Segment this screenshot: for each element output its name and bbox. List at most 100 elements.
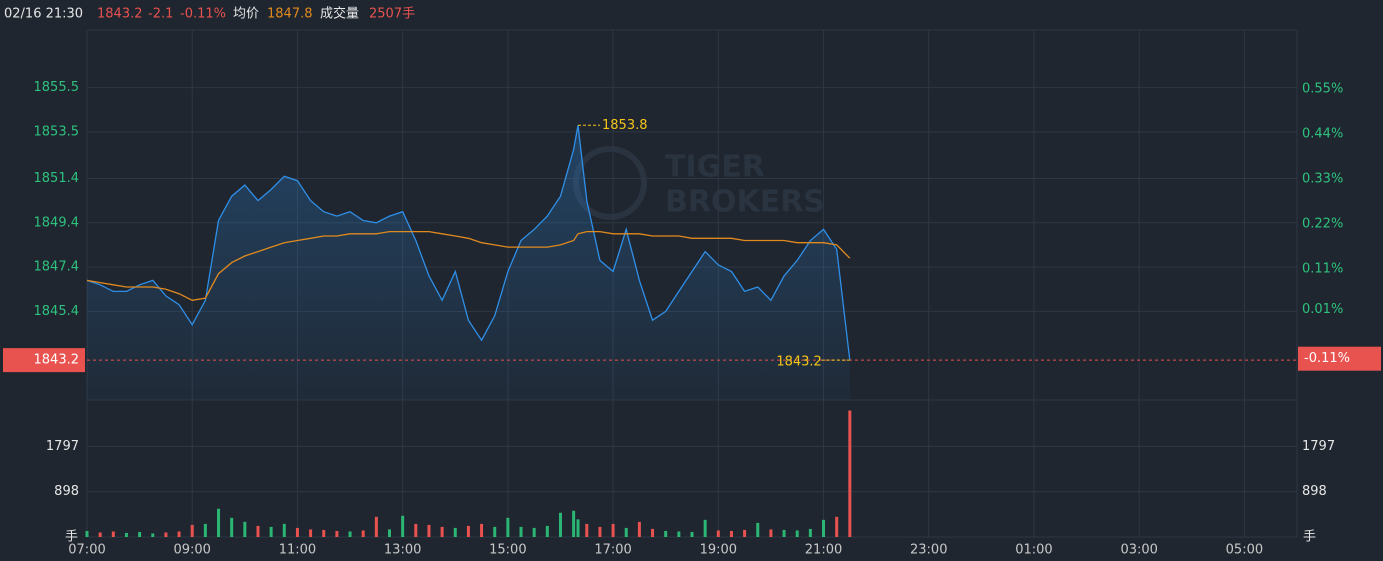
x-tick-label: 21:00 <box>805 543 842 558</box>
volume-bar <box>177 531 181 537</box>
y-tick-label: 1851.4 <box>34 171 80 186</box>
volume-bar <box>795 530 799 537</box>
header-change: -2.1 <box>148 7 173 22</box>
volume-bar <box>651 528 655 537</box>
y2-tick-label: 0.22% <box>1302 216 1343 231</box>
volume-bar <box>493 526 497 537</box>
last-price-label: 1843.2 <box>34 353 80 368</box>
volume-bar <box>124 532 128 537</box>
volume-tick-label: 1797 <box>1302 439 1335 454</box>
volume-bar <box>295 527 299 537</box>
volume-bar <box>388 529 391 537</box>
volume-bar <box>480 523 484 537</box>
volume-bar <box>545 525 549 537</box>
volume-bar <box>572 510 576 537</box>
x-tick-label: 09:00 <box>173 543 210 558</box>
x-tick-label: 23:00 <box>910 543 947 558</box>
volume-bar <box>585 523 589 537</box>
price-line <box>86 125 851 361</box>
volume-bar <box>729 530 733 537</box>
x-tick-label: 01:00 <box>1015 543 1052 558</box>
volume-bar <box>743 529 747 537</box>
volume-bar <box>269 526 273 537</box>
volume-bar <box>309 529 313 537</box>
volume-bar <box>282 523 286 537</box>
volume-bar <box>769 529 773 537</box>
volume-bar <box>835 516 839 537</box>
volume-bar <box>519 526 523 537</box>
price-area <box>87 125 850 401</box>
volume-tick-label: 1797 <box>46 439 79 454</box>
volume-bar <box>230 517 234 537</box>
volume-bar <box>401 515 405 537</box>
volume-tick-label: 898 <box>1302 484 1327 499</box>
x-tick-label: 15:00 <box>489 543 526 558</box>
y-tick-label: 1853.5 <box>34 124 80 139</box>
last-pct-badge <box>1298 346 1381 371</box>
volume-bar <box>322 529 326 537</box>
volume-bar <box>374 516 378 537</box>
volume-bar <box>151 533 155 537</box>
y2-tick-label: 0.01% <box>1302 302 1343 317</box>
watermark: TIGER <box>665 150 765 185</box>
volume-bar <box>637 521 641 537</box>
volume-bar <box>611 523 615 537</box>
max-annotation: 1853.8 <box>602 118 648 133</box>
header-avg: 1847.8 <box>267 7 313 22</box>
y-tick-label: 1847.4 <box>34 260 80 275</box>
y2-tick-label: 0.11% <box>1302 261 1343 276</box>
x-tick-label: 03:00 <box>1120 543 1157 558</box>
volume-bar <box>624 527 628 537</box>
volume-tick-label: 898 <box>54 484 79 499</box>
y2-tick-label: 0.33% <box>1302 171 1343 186</box>
volume-bar <box>466 525 470 537</box>
x-tick-label: 11:00 <box>279 543 316 558</box>
volume-bar <box>756 522 760 537</box>
volume-bar <box>703 519 707 537</box>
volume-bar <box>848 410 852 537</box>
y-tick-label: 1845.4 <box>34 304 80 319</box>
volume-bar <box>190 524 194 537</box>
header-price: 1843.2 <box>97 7 143 22</box>
volume-bar <box>808 528 812 537</box>
y-tick-label: 1849.4 <box>34 215 80 230</box>
volume-bar <box>822 519 826 537</box>
x-tick-label: 13:00 <box>384 543 421 558</box>
volume-bar <box>164 532 168 537</box>
header-avg-label: 均价 <box>233 7 259 22</box>
volume-bar <box>532 527 536 537</box>
volume-bar <box>440 526 444 537</box>
volume-bar <box>427 524 431 537</box>
y-tick-label: 1855.5 <box>34 80 80 95</box>
watermark: BROKERS <box>665 185 825 220</box>
x-tick-label: 19:00 <box>700 543 737 558</box>
volume-bar <box>664 530 668 537</box>
y2-tick-label: 0.44% <box>1302 126 1343 141</box>
volume-unit: 手 <box>1303 530 1316 545</box>
y2-tick-label: 0.55% <box>1302 81 1343 96</box>
volume-bar <box>138 531 142 537</box>
volume-bar <box>414 523 418 537</box>
volume-bar <box>203 523 207 537</box>
volume-bar <box>506 517 510 537</box>
last-price-badge <box>3 348 85 373</box>
volume-bar <box>256 525 260 537</box>
x-tick-label: 17:00 <box>594 543 631 558</box>
volume-bar <box>217 508 221 537</box>
volume-bar <box>558 512 562 537</box>
volume-bar <box>453 527 457 537</box>
volume-bar <box>85 530 89 537</box>
volume-bar <box>348 531 352 537</box>
volume-bar <box>782 529 786 537</box>
header-volume: 2507手 <box>369 7 415 22</box>
header-volume-label: 成交量 <box>320 6 359 22</box>
volume-bar <box>98 532 102 537</box>
average-line <box>86 230 851 301</box>
volume-bar <box>576 519 580 537</box>
last-pct-label: -0.11% <box>1304 351 1350 366</box>
volume-unit: 手 <box>65 530 78 545</box>
volume-bar <box>677 531 681 537</box>
volume-bar <box>690 531 694 537</box>
